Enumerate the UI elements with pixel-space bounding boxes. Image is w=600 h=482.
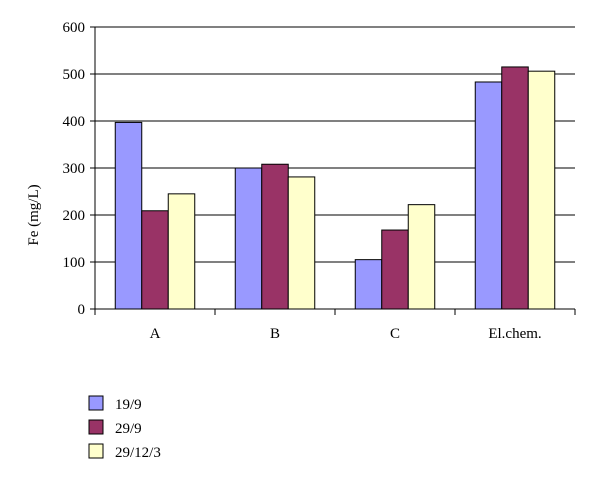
legend: 19/9 29/9 29/12/3 xyxy=(88,395,161,461)
y-tick-label: 300 xyxy=(63,161,86,177)
x-tick-label: B xyxy=(270,326,280,342)
legend-label: 29/9 xyxy=(115,421,142,437)
bar-19-9-A xyxy=(114,121,143,310)
legend-label: 19/9 xyxy=(115,397,142,413)
legend-label: 29/12/3 xyxy=(115,445,161,461)
x-tick-label: C xyxy=(390,326,400,342)
bars xyxy=(114,66,556,310)
x-tick-labels: A B C El.chem. xyxy=(150,326,542,342)
bar-29-9-Elchem xyxy=(501,66,529,310)
y-tick-label: 400 xyxy=(63,114,86,130)
y-tick-label: 600 xyxy=(63,20,86,36)
y-tick-labels: 0 100 200 300 400 500 600 xyxy=(63,20,86,318)
bar-29-12-3-B xyxy=(287,176,316,310)
bar-19-9-B xyxy=(234,167,263,310)
bar-19-9-Elchem xyxy=(474,81,503,310)
bar-19-9-C xyxy=(354,259,383,310)
bar-29-12-3-A xyxy=(167,193,196,310)
legend-swatch xyxy=(88,419,104,435)
bar-29-12-3-Elchem xyxy=(527,70,556,310)
axes xyxy=(90,26,576,315)
y-tick-label: 0 xyxy=(78,302,86,318)
bar-29-9-A xyxy=(141,210,169,310)
y-tick-label: 500 xyxy=(63,67,86,83)
bar-29-12-3-C xyxy=(407,204,436,310)
bar-29-9-C xyxy=(381,229,409,310)
x-tick-label: El.chem. xyxy=(488,326,541,342)
y-axis-title: Fe (mg/L) xyxy=(26,184,42,245)
y-tick-label: 100 xyxy=(63,255,86,271)
legend-swatch xyxy=(88,443,104,459)
x-tick-label: A xyxy=(150,326,161,342)
y-tick-label: 200 xyxy=(63,208,86,224)
bar-29-9-B xyxy=(261,163,289,310)
legend-swatch xyxy=(88,395,104,411)
